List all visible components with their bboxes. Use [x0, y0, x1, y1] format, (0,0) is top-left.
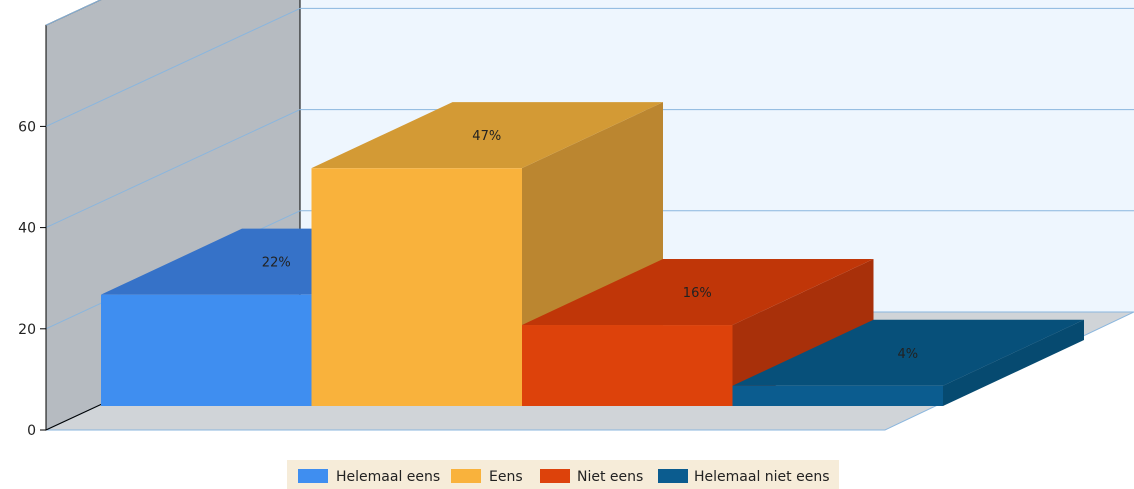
y-tick-label: 0	[27, 423, 36, 439]
data-labels: 22% 47% 16% 4%	[262, 129, 918, 362]
bar-front	[101, 294, 312, 406]
legend: Helemaal eens Eens Niet eens Helemaal ni…	[287, 460, 839, 489]
bar-top	[732, 319, 1084, 386]
y-tick-label: 20	[18, 322, 36, 338]
legend-swatch-helemaal-eens	[298, 469, 328, 483]
bars	[101, 102, 1084, 407]
bar-top	[522, 259, 874, 326]
bar-front	[732, 385, 943, 406]
gridline-side	[45, 7, 301, 127]
bar-side	[943, 319, 1084, 406]
legend-label-eens: Eens	[489, 469, 523, 485]
y-tick-label: 40	[18, 221, 36, 237]
data-label: 4%	[897, 347, 918, 362]
data-label: 47%	[472, 129, 501, 144]
legend-label-helemaal-eens: Helemaal eens	[336, 469, 440, 485]
data-label: 22%	[262, 256, 291, 271]
gridline-side	[45, 109, 301, 229]
y-axis: 0 20 40 60	[18, 119, 301, 439]
legend-label-niet-eens: Niet eens	[577, 469, 643, 485]
legend-swatch-helemaal-niet-eens	[658, 469, 688, 483]
bar-4	[732, 319, 1084, 406]
legend-swatch-eens	[451, 469, 481, 483]
y-tick-label: 60	[18, 119, 36, 135]
legend-label-helemaal-niet-eens: Helemaal niet eens	[694, 469, 830, 485]
gridline-side	[45, 0, 102, 26]
data-label: 16%	[683, 286, 712, 301]
legend-swatch-niet-eens	[540, 469, 570, 483]
bar-front	[311, 168, 522, 406]
gridlines	[45, 0, 1134, 330]
bar-top	[311, 102, 663, 169]
bar-front	[522, 325, 733, 406]
